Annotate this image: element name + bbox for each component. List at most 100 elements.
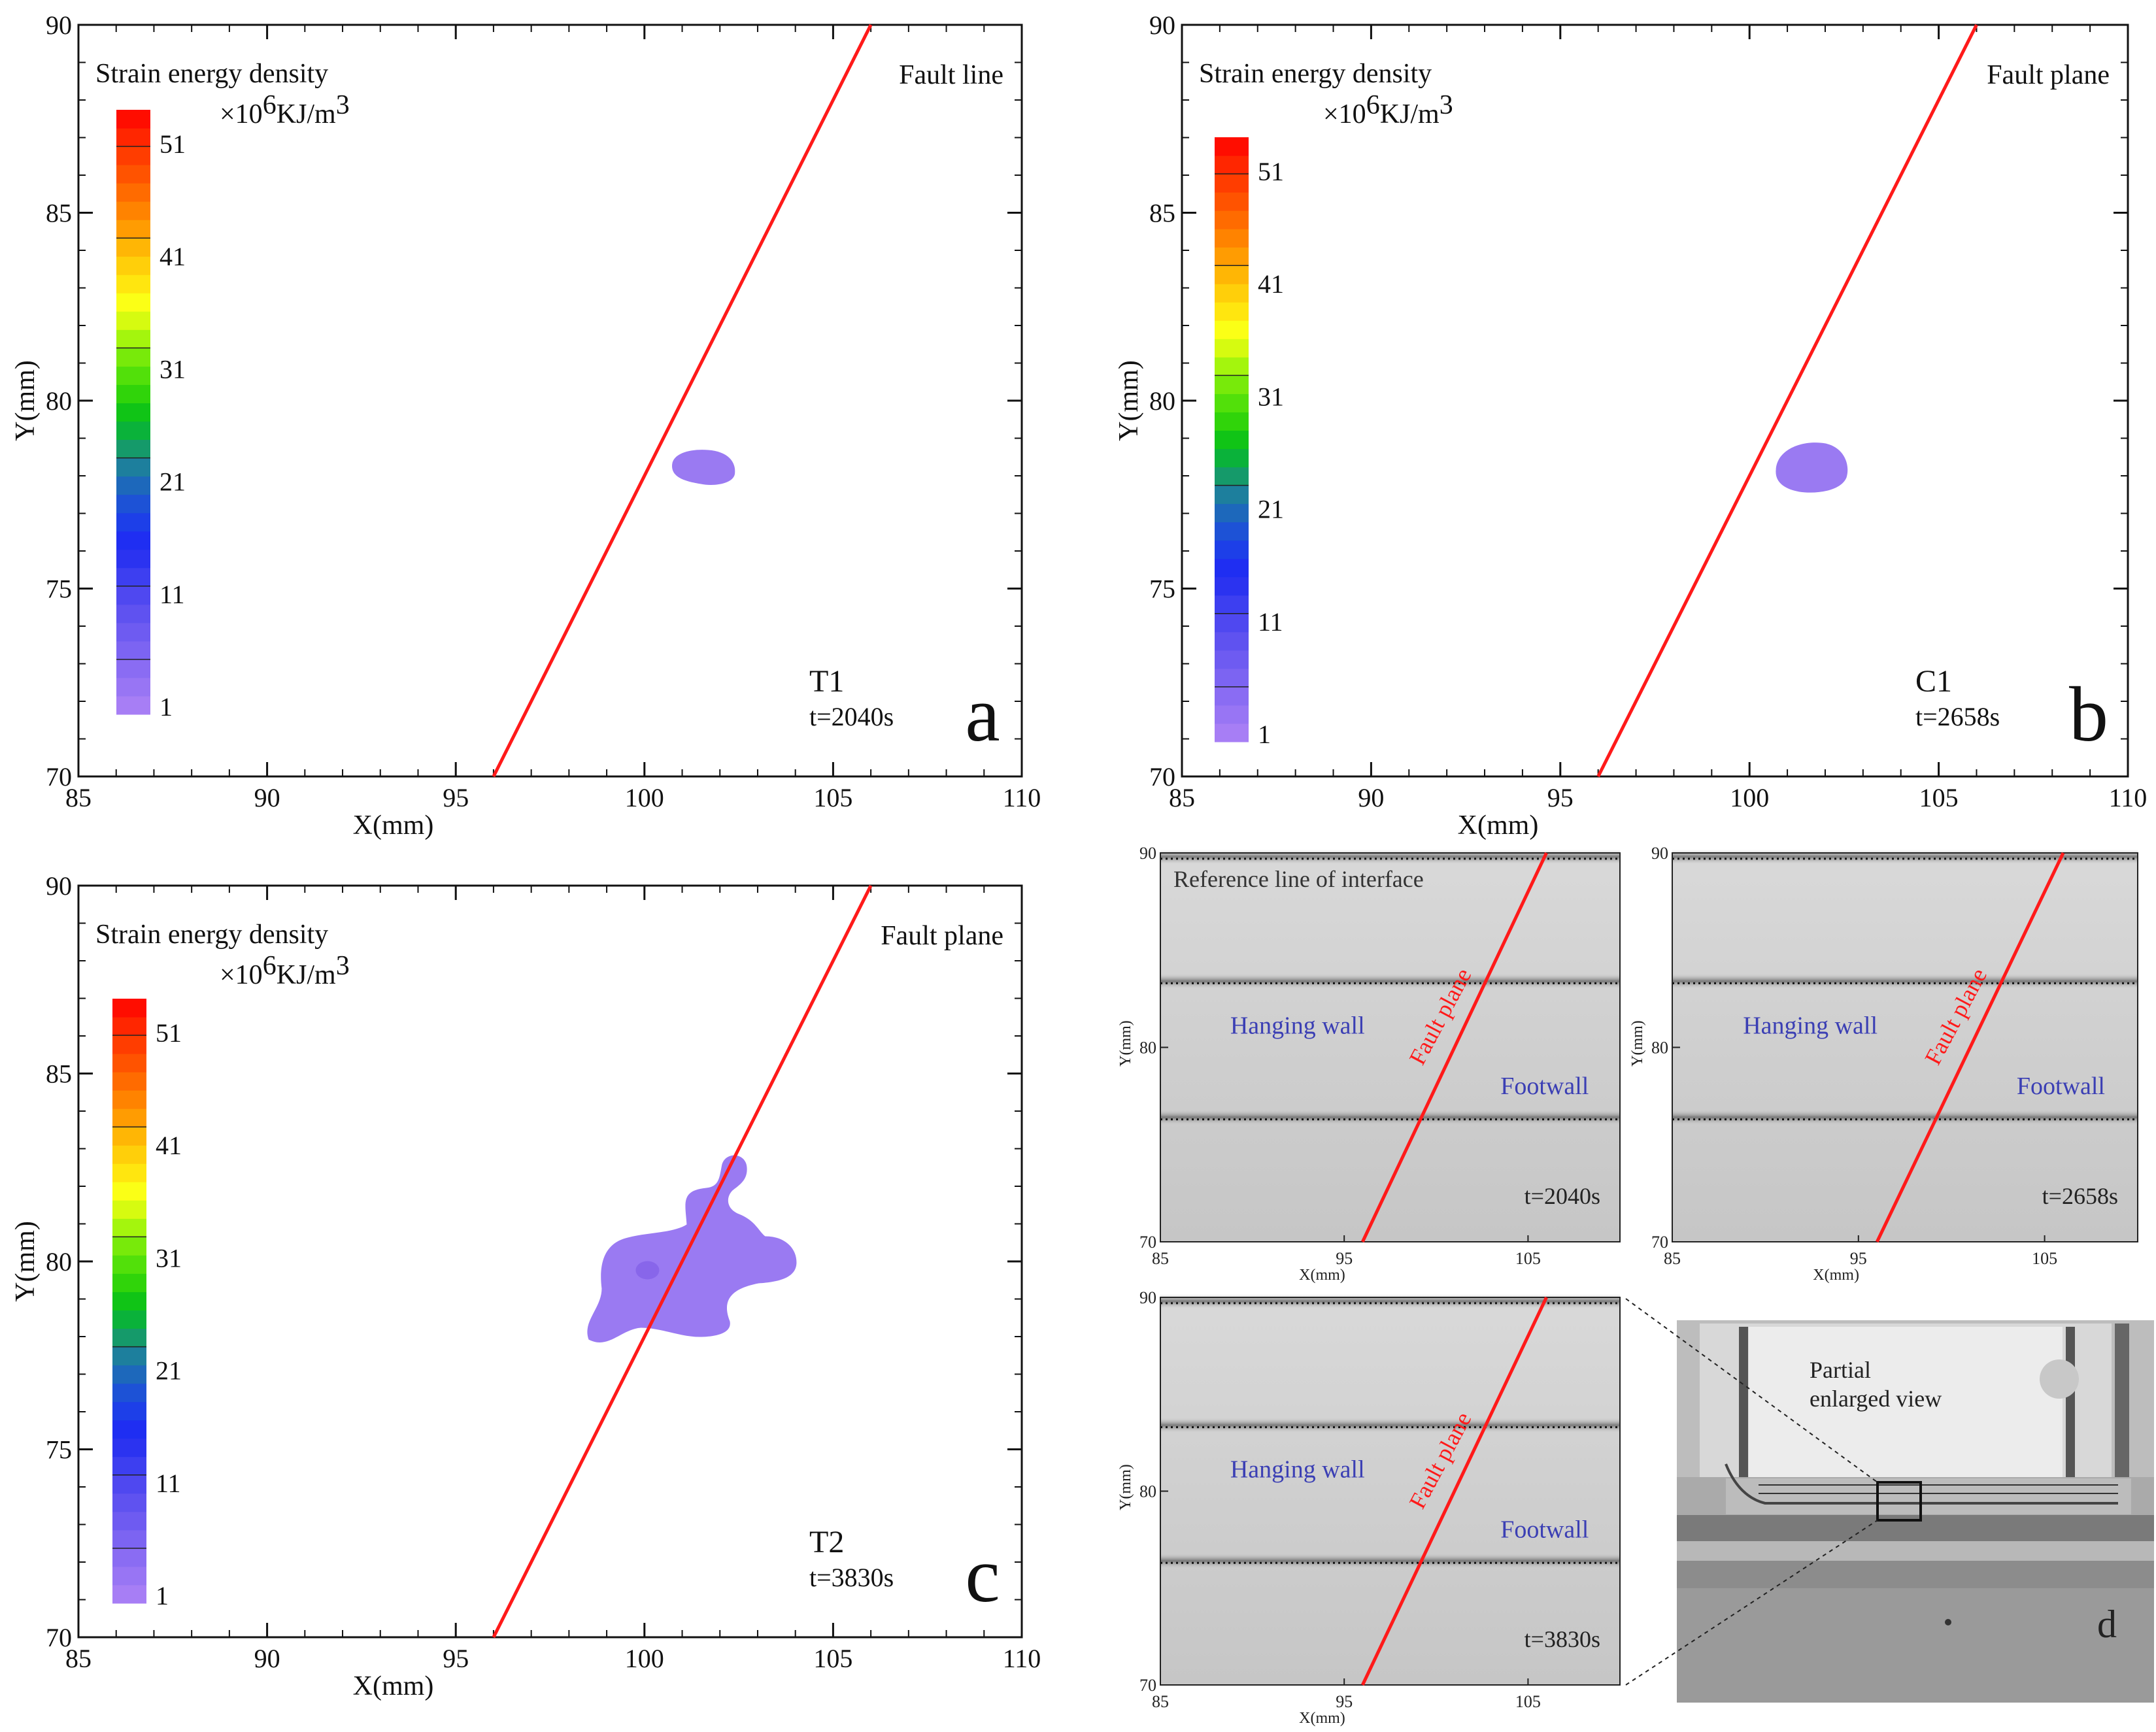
colorbar-segment [1215, 613, 1249, 633]
photo-y-tick: 80 [1651, 1039, 1668, 1058]
strain-contour [1776, 442, 1848, 493]
colorbar-tick-label: 31 [156, 1243, 182, 1273]
colorbar-segment [116, 421, 150, 441]
colorbar-segment [1215, 650, 1249, 669]
colorbar-segment [116, 201, 150, 220]
case-label: T2 [809, 1525, 844, 1559]
colorbar-segment [112, 1200, 146, 1219]
y-tick-label: 90 [46, 871, 72, 901]
time-label: t=2658s [1915, 702, 2000, 731]
photo-y-tick: 90 [1139, 844, 1156, 863]
photo-x-axis-label: X(mm) [1813, 1267, 1859, 1284]
layer-band [1160, 1418, 1620, 1433]
layer-band [1160, 1554, 1620, 1569]
y-tick-label: 80 [1149, 386, 1175, 416]
colorbar-tick-label: 1 [160, 692, 173, 722]
colorbar-segment [116, 586, 150, 605]
x-tick-label: 95 [443, 783, 469, 812]
layer-band [1672, 1110, 2138, 1125]
y-tick-label: 90 [1149, 10, 1175, 40]
photo-x-tick: 105 [1515, 1249, 1541, 1268]
colorbar-tick-label: 51 [156, 1018, 182, 1048]
colorbar-segment [1215, 430, 1249, 450]
y-tick-label: 75 [46, 575, 72, 604]
colorbar-segment [1215, 467, 1249, 486]
y-tick-label: 85 [46, 199, 72, 228]
panel-letter: b [2069, 671, 2108, 758]
colorbar-segment [1215, 302, 1249, 321]
colorbar-segment [116, 238, 150, 257]
colorbar-segment [1215, 668, 1249, 688]
apparatus-photo: Partial enlarged view d [1677, 1320, 2154, 1703]
colorbar-segment [1215, 393, 1249, 412]
legend-title: Strain energy density [95, 59, 328, 89]
colorbar-segment [112, 1127, 146, 1146]
colorbar-segment [116, 403, 150, 422]
colorbar-segment [112, 1255, 146, 1274]
colorbar-segment [116, 128, 150, 147]
fault-line [492, 24, 873, 778]
photo-y-tick: 70 [1139, 1676, 1156, 1695]
photo-x-tick: 85 [1152, 1692, 1169, 1711]
strain-contour [587, 1155, 797, 1342]
colorbar-segment [116, 494, 150, 514]
x-tick-label: 110 [1003, 783, 1041, 812]
x-tick-label: 85 [65, 783, 92, 812]
case-label: T1 [809, 664, 844, 699]
x-tick-label: 105 [813, 1644, 852, 1673]
y-tick-label: 90 [46, 10, 72, 40]
panel-c: 85 90 95 100 105 110 70 75 80 85 90 X(mm) Y(mm) Fault… [10, 871, 1041, 1701]
zoom-connector-bottom [1625, 1520, 1878, 1686]
colorbar-segment [112, 1310, 146, 1329]
footwall-label: Footwall [2017, 1073, 2105, 1100]
colorbar-segment [112, 1090, 146, 1109]
photo-background [1160, 1297, 1620, 1685]
colorbar-segment [112, 1584, 146, 1604]
colorbar-segment [116, 439, 150, 459]
colorbar-segment [112, 1511, 146, 1531]
colorbar-segment [1215, 192, 1249, 211]
colorbar-tick-label: 1 [1258, 720, 1271, 749]
colorbar-tick-label: 21 [156, 1356, 182, 1386]
y-tick-label: 70 [1149, 762, 1175, 791]
fault-line [1596, 24, 1978, 778]
colorbar-segment [116, 641, 150, 660]
colorbar-tick-label: 1 [156, 1581, 169, 1610]
x-tick-label: 100 [1730, 783, 1769, 812]
colorbar-segment [116, 165, 150, 184]
footwall-label: Footwall [1500, 1073, 1589, 1100]
colorbar-segment [116, 384, 150, 403]
hanging-wall-label: Hanging wall [1743, 1012, 1878, 1040]
colorbar-segment [112, 1163, 146, 1182]
photo-y-tick: 80 [1139, 1482, 1156, 1501]
colorbar-segment [1215, 174, 1249, 193]
colorbar-segment [112, 1456, 146, 1476]
y-axis-label: Y(mm) [10, 360, 41, 441]
colorbar-tick-label: 31 [1258, 382, 1284, 411]
colorbar-segment [112, 1182, 146, 1201]
photo-y-tick: 70 [1139, 1233, 1156, 1252]
colorbar-segment [112, 1273, 146, 1292]
legend-unit: ×106KJ/m3 [220, 951, 350, 990]
time-label: t=3830s [809, 1563, 894, 1592]
layer-band [1160, 849, 1620, 864]
layer-band [1160, 1110, 1620, 1125]
x-tick-label: 85 [65, 1644, 92, 1673]
panel-letter-d: d [2097, 1603, 2117, 1646]
colorbar-segment [112, 1548, 146, 1567]
photo-x-tick: 85 [1152, 1249, 1169, 1268]
y-tick-label: 80 [46, 1247, 72, 1276]
x-tick-label: 110 [1003, 1644, 1041, 1673]
colorbar-segment [116, 458, 150, 477]
hanging-wall-label: Hanging wall [1230, 1012, 1365, 1040]
colorbar-segment [1215, 723, 1249, 742]
colorbar-segment [1215, 339, 1249, 358]
photo-time-label: t=2040s [1524, 1183, 1600, 1209]
legend-unit-part: KJ/m [277, 99, 336, 129]
x-tick-label: 90 [254, 783, 280, 812]
y-tick-label: 70 [46, 1623, 72, 1652]
layer-band [1160, 974, 1620, 989]
colorbar-segment [116, 293, 150, 312]
photo-x-tick: 95 [1336, 1249, 1353, 1268]
